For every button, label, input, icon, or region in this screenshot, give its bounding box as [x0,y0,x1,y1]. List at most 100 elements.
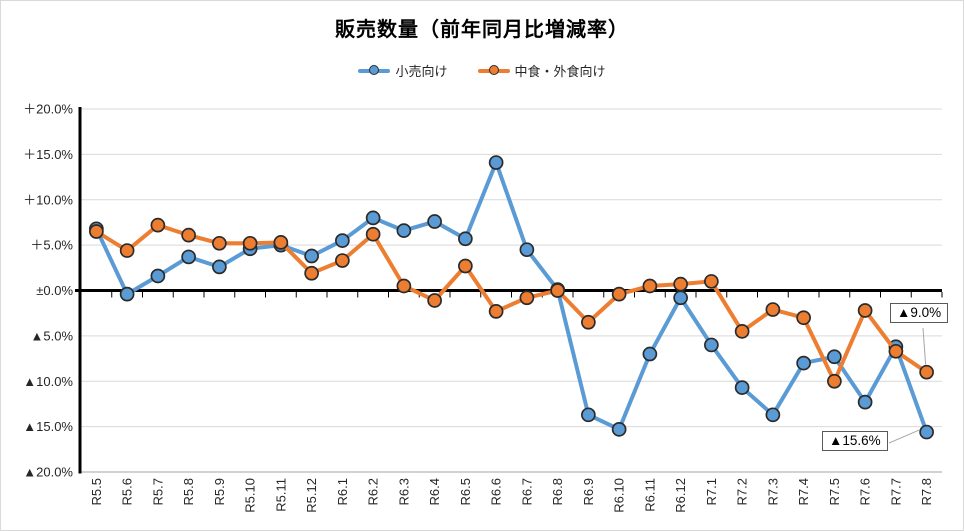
x-axis-tick-label: R6.2 [366,478,381,505]
x-axis-tick-label: R6.10 [612,478,627,513]
data-point-marker-foodservice[interactable] [673,276,688,292]
y-axis-tick-label: ±0.0% [36,283,73,298]
legend-label-foodservice: 中食・外食向け [514,64,606,79]
data-point-marker-foodservice[interactable] [335,253,350,268]
x-axis-tick-label: R7.7 [888,478,903,505]
data-point-marker-retail[interactable] [827,349,842,365]
data-point-marker-foodservice[interactable] [119,243,135,258]
x-axis-tick-label: R5.8 [181,478,196,505]
x-axis-tick-label: R5.7 [150,478,165,505]
data-point-marker-foodservice[interactable] [212,235,227,251]
legend-marker-retail-icon [358,65,391,76]
legend: 小売向け 中食・外食向け [1,61,963,80]
data-point-marker-retail[interactable] [181,249,196,265]
data-point-marker-retail[interactable] [335,233,350,248]
y-axis-tick-label: ＋20.0% [23,102,73,117]
data-callout-retail[interactable]: ▲15.6% [822,431,888,451]
data-point-marker-retail[interactable] [150,268,166,284]
x-axis-tick-label: R5.5 [89,478,104,505]
legend-label-retail: 小売向け [395,64,448,79]
data-point-marker-foodservice[interactable] [888,343,904,359]
y-axis-tick-label: ▲15.0% [23,419,73,434]
x-axis-tick-label: R5.12 [304,478,319,513]
data-point-marker-foodservice[interactable] [150,217,166,233]
data-point-marker-retail[interactable] [673,290,688,306]
x-axis-tick-label: R6.5 [458,478,473,505]
x-axis-tick-label: R6.4 [427,478,442,505]
y-axis-tick-label: ＋10.0% [23,192,73,207]
data-point-marker-foodservice[interactable] [734,323,750,339]
data-point-marker-foodservice[interactable] [396,278,412,294]
data-point-marker-retail[interactable] [365,210,381,226]
data-point-marker-foodservice[interactable] [242,235,258,251]
series-line-foodservice [94,223,929,384]
x-axis-tick-label: R5.9 [212,478,227,505]
data-point-marker-retail[interactable] [734,380,750,395]
y-axis-tick-label: ▲10.0% [23,374,73,389]
data-point-marker-retail[interactable] [796,355,811,371]
x-axis-tick-label: R7.1 [704,478,719,505]
data-point-marker-retail[interactable] [458,231,473,247]
x-axis-tick-label: R6.1 [335,478,350,505]
data-point-marker-foodservice[interactable] [519,290,535,306]
legend-item-foodservice[interactable]: 中食・外食向け [477,61,606,80]
y-axis-tick-label: ▲5.0% [31,328,74,343]
x-axis-tick-label: R5.6 [120,478,135,505]
data-point-marker-retail[interactable] [488,155,504,170]
data-point-marker-foodservice[interactable] [827,373,842,389]
data-point-marker-retail[interactable] [611,421,627,437]
legend-item-retail[interactable]: 小売向け [358,61,448,80]
data-point-marker-retail[interactable] [519,242,535,258]
data-point-marker-foodservice[interactable] [181,227,196,243]
y-axis-tick-label: ▲20.0% [23,465,73,480]
data-point-marker-foodservice[interactable] [642,278,658,294]
callout-leader-line [922,327,927,365]
data-point-marker-foodservice[interactable] [704,274,719,289]
data-point-marker-foodservice[interactable] [304,265,319,281]
x-axis-tick-label: R6.12 [673,478,688,513]
y-axis-tick-label: ＋15.0% [23,147,73,162]
data-point-marker-foodservice[interactable] [273,235,289,250]
data-point-marker-foodservice[interactable] [796,310,811,326]
x-axis-tick-label: R6.9 [581,478,596,505]
data-point-marker-retail[interactable] [704,337,719,353]
data-point-marker-foodservice[interactable] [550,283,565,298]
data-point-marker-retail[interactable] [919,424,934,440]
x-axis-tick-label: R7.5 [827,478,842,505]
x-axis-tick-label: R5.10 [243,478,258,513]
data-point-marker-foodservice[interactable] [427,293,442,308]
data-point-marker-foodservice[interactable] [488,304,504,319]
data-point-marker-foodservice[interactable] [89,224,104,239]
data-point-marker-retail[interactable] [304,248,319,264]
data-point-marker-retail[interactable] [119,286,135,302]
data-point-marker-foodservice[interactable] [581,314,596,330]
x-axis-tick-label: R6.6 [489,478,504,505]
x-axis-tick-label: R5.11 [273,478,288,512]
data-callout-foodservice[interactable]: ▲9.0% [890,303,949,323]
data-point-marker-foodservice[interactable] [458,258,473,274]
legend-marker-foodservice-icon [477,65,510,76]
data-point-marker-retail[interactable] [212,259,227,275]
data-point-marker-retail[interactable] [427,214,442,229]
data-point-marker-foodservice[interactable] [919,364,934,380]
data-point-marker-foodservice[interactable] [611,286,627,302]
data-point-marker-foodservice[interactable] [765,302,781,317]
chart-title: 販売数量（前年同月比増減率） [335,19,629,41]
x-axis-tick-label: R7.4 [796,478,811,505]
data-point-marker-retail[interactable] [642,346,658,362]
data-point-marker-retail[interactable] [581,407,596,423]
data-point-marker-foodservice[interactable] [365,226,381,242]
x-axis-tick-label: R7.2 [735,478,750,505]
x-axis-tick-label: R6.11 [642,478,657,512]
data-point-marker-retail[interactable] [396,223,412,238]
x-axis-tick-label: R7.6 [858,478,873,505]
x-axis-tick-label: R6.8 [550,478,565,505]
data-point-marker-retail[interactable] [857,394,873,410]
data-point-marker-foodservice[interactable] [857,303,873,318]
x-axis-tick-label: R6.3 [396,478,411,505]
y-axis-tick-label: ＋5.0% [30,238,73,253]
x-axis-tick-label: R7.3 [765,478,780,505]
data-point-marker-retail[interactable] [765,407,781,423]
